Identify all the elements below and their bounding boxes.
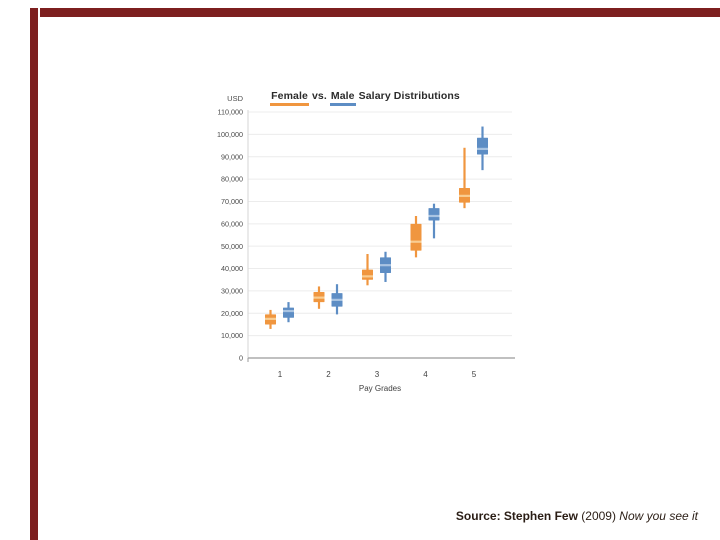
y-tick-label: 40,000 <box>221 264 243 273</box>
source-year: (2009) <box>577 509 620 523</box>
x-axis-title: Pay Grades <box>359 384 401 393</box>
y-tick-label: 60,000 <box>221 219 243 228</box>
y-tick-label: 80,000 <box>221 175 243 184</box>
title-vs: vs. <box>308 90 330 102</box>
box-female-grade-1 <box>265 309 276 329</box>
box-male-grade-2 <box>331 284 343 315</box>
legend-male-underline: Male <box>329 90 356 106</box>
x-tick-label: 3 <box>375 370 380 379</box>
box-male-grade-1 <box>283 302 294 323</box>
y-tick-label: 110,000 <box>218 108 243 117</box>
boxplot-svg: 0 10,000 20,000 30,000 40,000 50,000 60,000 70,… <box>217 94 515 393</box>
y-tick-label: 0 <box>239 354 243 363</box>
y-axis-unit-label: USD <box>227 94 243 103</box>
box-male-grade-4 <box>428 203 440 239</box>
x-tick-label: 1 <box>278 370 283 379</box>
box-female-grade-4 <box>410 215 422 258</box>
legend-female-underline: Female <box>270 90 309 106</box>
source-attribution: Source: Stephen Few (2009) Now you see i… <box>456 509 698 523</box>
box-male-grade-5 <box>477 126 488 171</box>
y-tick-label: 50,000 <box>221 242 243 251</box>
y-tick-label: 20,000 <box>221 309 243 318</box>
x-tick-label: 5 <box>472 370 477 379</box>
x-tick-label: 2 <box>326 370 331 379</box>
slide-accent-border-top <box>40 8 720 17</box>
y-tick-label: 70,000 <box>221 197 243 206</box>
box-female-grade-2 <box>313 286 325 309</box>
box-female-grade-3 <box>362 254 373 286</box>
y-tick-label: 100,000 <box>217 130 243 139</box>
title-rest: Salary Distributions <box>355 90 460 102</box>
source-book-title: Now you see it <box>619 509 698 523</box>
source-author: Source: Stephen Few <box>455 509 578 523</box>
box-female-grade-5 <box>459 147 470 209</box>
box-male-grade-3 <box>380 251 391 282</box>
y-tick-label: 10,000 <box>221 331 243 340</box>
salary-boxplot-chart: Female vs. Male Salary Distributions 0 10… <box>210 88 520 418</box>
x-tick-label: 4 <box>423 370 428 379</box>
y-tick-label: 30,000 <box>221 287 243 296</box>
y-tick-label: 90,000 <box>221 152 243 161</box>
chart-title: Female vs. Male Salary Distributions <box>210 90 520 106</box>
slide-accent-border-left <box>30 8 38 540</box>
